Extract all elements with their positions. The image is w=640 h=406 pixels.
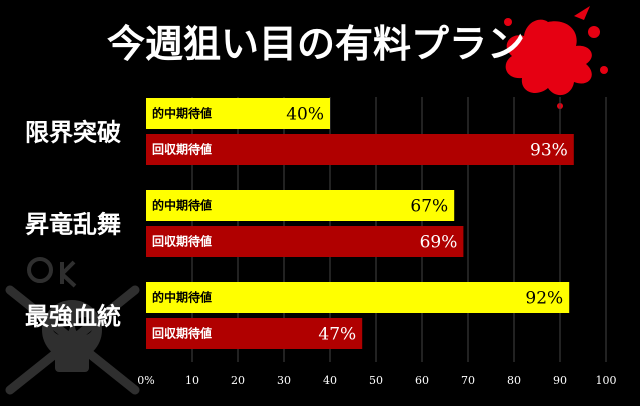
skull-watermark-icon xyxy=(5,257,140,395)
bar-value-label: 67% xyxy=(410,197,448,217)
bar-series-label: 回収期待値 xyxy=(152,234,212,249)
x-tick-label: 80 xyxy=(507,374,521,387)
bar-value-label: 93% xyxy=(530,141,568,161)
chart-title: 今週狙い目の有料プラン xyxy=(107,22,525,66)
x-tick-label: 10 xyxy=(185,374,199,387)
x-tick-label: 100 xyxy=(596,374,617,387)
bar-series-label: 的中期待値 xyxy=(152,106,212,121)
bar-series-label: 回収期待値 xyxy=(152,326,212,341)
paint-splash-icon xyxy=(504,6,608,109)
bar xyxy=(146,282,570,313)
bar-series-label: 的中期待値 xyxy=(152,290,212,305)
x-tick-label: 20 xyxy=(231,374,245,387)
bar xyxy=(146,190,455,221)
category-label: 限界突破 xyxy=(25,118,121,147)
x-tick-label: 90 xyxy=(553,374,567,387)
category-label: 最強血統 xyxy=(25,302,121,331)
bar xyxy=(146,318,363,349)
bar xyxy=(146,226,464,257)
bar-series-label: 的中期待値 xyxy=(152,198,212,213)
x-tick-label: 50 xyxy=(369,374,383,387)
bar xyxy=(146,134,574,165)
x-tick-label: 0% xyxy=(137,374,154,387)
category-label: 昇竜乱舞 xyxy=(25,210,121,239)
bar-value-label: 69% xyxy=(420,233,458,253)
x-tick-label: 30 xyxy=(277,374,291,387)
bars: 的中期待値 40% 回収期待値 93% 的中期待値 67% 回収期待値 69% 的中期待値 92%… xyxy=(146,98,574,349)
bar xyxy=(146,98,330,129)
x-tick-label: 60 xyxy=(415,374,429,387)
bar-series-label: 回収期待値 xyxy=(152,142,212,157)
x-tick-label: 70 xyxy=(461,374,475,387)
x-axis-ticks: 0% 10 20 30 40 50 60 70 80 90 100 xyxy=(137,374,616,387)
bar-value-label: 92% xyxy=(525,289,563,309)
x-tick-label: 40 xyxy=(323,374,337,387)
bar-value-label: 47% xyxy=(318,325,356,345)
bar-value-label: 40% xyxy=(286,105,324,125)
